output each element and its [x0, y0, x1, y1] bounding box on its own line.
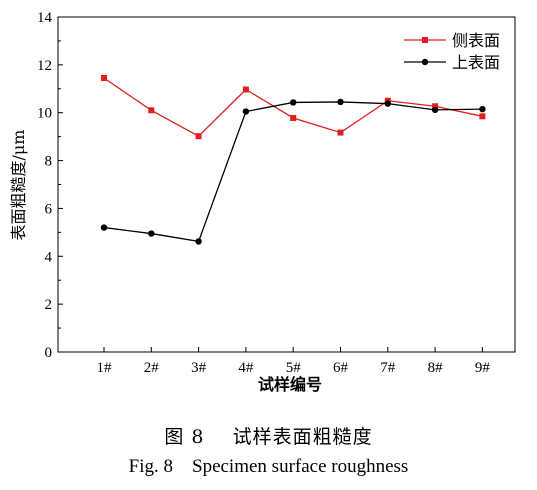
- y-tick-label: 2: [45, 297, 53, 313]
- data-point-series-1: [479, 113, 486, 120]
- data-point-series-2: [148, 230, 155, 237]
- series-layer: [100, 75, 486, 245]
- x-tick-label: 3#: [191, 360, 207, 376]
- x-tick-label: 6#: [333, 360, 349, 376]
- x-tick-label: 5#: [286, 360, 302, 376]
- y-tick-label: 4: [45, 249, 53, 265]
- y-axis-label: 表面粗糙度/μm: [9, 130, 28, 241]
- data-point-series-2: [384, 100, 391, 107]
- data-point-series-1: [290, 114, 297, 121]
- legend-marker: [422, 37, 428, 43]
- data-point-series-2: [290, 99, 297, 106]
- x-tick-label: 7#: [380, 360, 396, 376]
- data-point-series-2: [100, 224, 108, 231]
- data-point-series-1: [242, 86, 249, 93]
- data-point-series-1: [148, 107, 155, 114]
- x-tick-label: 2#: [144, 360, 160, 376]
- data-point-series-1: [432, 103, 439, 110]
- data-point-series-2: [195, 238, 202, 245]
- y-tick-label: 10: [37, 106, 52, 122]
- x-tick-label: 4#: [238, 360, 254, 376]
- y-tick-label: 6: [45, 201, 53, 217]
- plot-frame: [57, 16, 516, 353]
- x-tick-label: 8#: [428, 360, 444, 376]
- data-point-series-2: [431, 106, 439, 114]
- data-point-series-1: [195, 133, 202, 140]
- legend-label: 侧表面: [452, 31, 500, 50]
- x-tick-label: 9#: [475, 360, 491, 376]
- series-line-2: [103, 101, 483, 243]
- x-tick-label: 1#: [97, 360, 113, 376]
- y-tick-label: 8: [45, 154, 53, 170]
- data-point-series-1: [101, 75, 107, 82]
- y-axis-ticks: 0 2 4 6 8 10 12 14: [37, 10, 63, 361]
- data-point-series-2: [242, 108, 250, 115]
- x-axis-ticks: 1# 2# 3# 4# 5# 6# 7# 8# 9#: [97, 347, 491, 376]
- data-point-series-1: [337, 129, 344, 136]
- y-tick-label: 0: [45, 345, 53, 361]
- series-line-1: [103, 77, 483, 137]
- data-point-series-2: [337, 98, 344, 106]
- figure-caption-cn: 图 8 试样表面粗糙度: [164, 426, 373, 448]
- legend-label: 上表面: [452, 53, 500, 72]
- figure-caption-en: Fig. 8 Specimen surface roughness: [128, 456, 409, 477]
- data-point-series-2: [479, 105, 486, 113]
- x-axis-label: 试样编号: [258, 375, 322, 394]
- legend-marker: [421, 58, 429, 66]
- y-tick-label: 14: [37, 10, 53, 26]
- y-tick-label: 12: [37, 58, 52, 74]
